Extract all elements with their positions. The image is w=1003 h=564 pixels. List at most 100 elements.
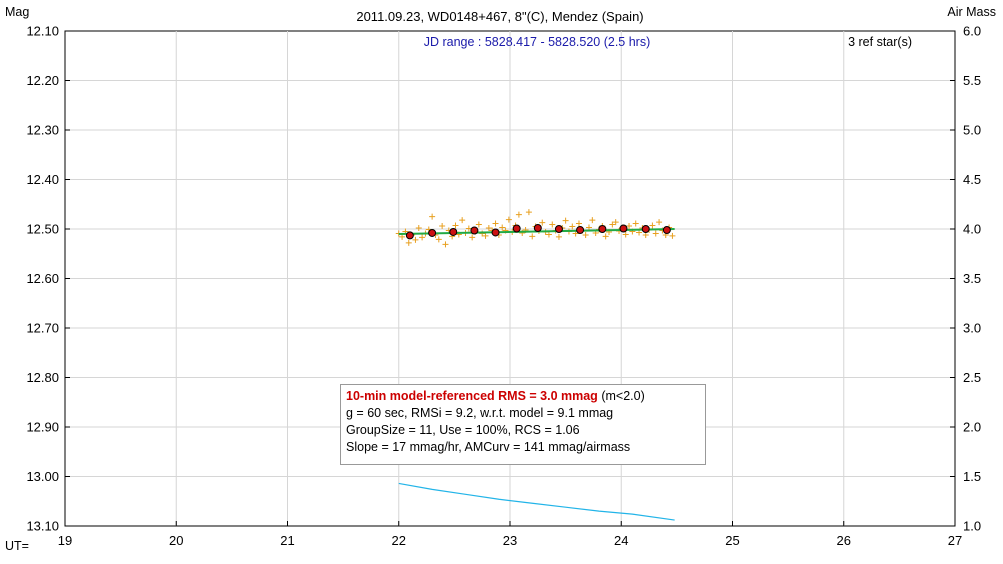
data-point-individual (459, 217, 466, 224)
y-tick-label-left: 12.80 (26, 370, 59, 385)
data-point-group-average (449, 227, 458, 236)
y-tick-label-right: 4.0 (963, 222, 981, 237)
data-point-group-average (491, 228, 500, 237)
ref-star-annotation: 3 ref star(s) (848, 35, 912, 49)
rms-line: 10-min model-referenced RMS = 3.0 mmag (… (346, 388, 700, 405)
data-point-individual (562, 217, 569, 224)
y-tick-label-right: 5.5 (963, 73, 981, 88)
data-point-group-average (619, 224, 628, 233)
data-point-individual (545, 231, 552, 238)
x-tick-label: 20 (169, 533, 183, 548)
x-tick-label: 24 (614, 533, 628, 548)
y-tick-label-right: 3.5 (963, 271, 981, 286)
rms-value: 10-min model-referenced RMS = 3.0 mmag (346, 389, 598, 403)
data-point-individual (609, 221, 616, 228)
data-point-group-average (641, 225, 650, 233)
data-point-individual (602, 233, 609, 240)
exposure-stats-line: g = 60 sec, RMSi = 9.2, w.r.t. model = 9… (346, 406, 614, 420)
data-point-individual (419, 234, 426, 241)
y-tick-label-right: 6.0 (963, 24, 981, 39)
data-point-individual (505, 216, 512, 223)
x-tick-label: 23 (503, 533, 517, 548)
data-point-individual (582, 231, 589, 238)
y-axis-label-right: Air Mass (947, 5, 996, 19)
x-axis-label: UT= (5, 539, 29, 553)
data-point-individual (442, 241, 449, 248)
data-point-individual (412, 236, 419, 243)
y-tick-label-left: 13.10 (26, 519, 59, 534)
data-point-group-average (662, 225, 671, 234)
data-point-individual (475, 221, 482, 228)
data-point-individual (555, 233, 562, 240)
data-point-individual (405, 239, 412, 246)
y-tick-label-right: 2.5 (963, 370, 981, 385)
data-point-individual (492, 220, 499, 227)
data-point-individual (539, 219, 546, 226)
data-point-individual (626, 223, 633, 230)
data-point-individual (452, 222, 459, 229)
x-tick-label: 22 (392, 533, 406, 548)
x-tick-label: 25 (725, 533, 739, 548)
y-tick-label-left: 12.10 (26, 24, 59, 39)
y-tick-label-right: 3.0 (963, 321, 981, 336)
data-point-individual (435, 236, 442, 243)
data-point-individual (399, 233, 406, 240)
y-tick-label-left: 13.00 (26, 469, 59, 484)
y-tick-label-right: 1.0 (963, 519, 981, 534)
y-tick-label-left: 12.20 (26, 73, 59, 88)
data-point-individual (499, 224, 506, 231)
data-point-individual (656, 219, 663, 226)
x-tick-label: 19 (58, 533, 72, 548)
data-point-individual (575, 220, 582, 227)
data-point-individual (652, 230, 659, 237)
y-tick-label-left: 12.90 (26, 420, 59, 435)
data-point-individual (429, 213, 436, 220)
y-axis-label-left: Mag (5, 5, 29, 19)
data-point-individual (439, 223, 446, 230)
data-point-group-average (470, 226, 479, 235)
data-point-group-average (598, 225, 607, 233)
data-point-individual (585, 224, 592, 231)
data-point-individual (612, 219, 619, 226)
x-tick-label: 26 (837, 533, 851, 548)
data-point-group-average (512, 224, 521, 233)
data-point-individual (415, 225, 422, 232)
data-point-individual (529, 233, 536, 240)
group-stats-line: GroupSize = 11, Use = 100%, RCS = 1.06 (346, 423, 580, 437)
slope-stats-line: Slope = 17 mmag/hr, AMCurv = 141 mmag/ai… (346, 440, 631, 454)
y-tick-label-left: 12.50 (26, 222, 59, 237)
x-tick-label: 21 (280, 533, 294, 548)
y-tick-label-right: 2.0 (963, 420, 981, 435)
data-point-individual (632, 220, 639, 227)
air-mass-curve (398, 482, 675, 521)
data-point-group-average (533, 224, 542, 233)
data-point-individual (622, 231, 629, 238)
y-tick-label-right: 4.5 (963, 172, 981, 187)
data-point-individual (549, 221, 556, 228)
y-tick-label-left: 12.30 (26, 123, 59, 138)
data-point-individual (485, 225, 492, 232)
y-tick-label-left: 12.40 (26, 172, 59, 187)
data-point-group-average (576, 225, 585, 234)
data-point-individual (525, 209, 532, 216)
data-point-group-average (405, 231, 414, 240)
chart-title: 2011.09.23, WD0148+467, 8"(C), Mendez (S… (356, 9, 643, 24)
y-tick-label-left: 12.60 (26, 271, 59, 286)
y-tick-label-right: 1.5 (963, 469, 981, 484)
data-point-individual (465, 225, 472, 232)
rms-condition: (m<2.0) (601, 389, 645, 403)
data-point-individual (469, 234, 476, 241)
data-point-individual (515, 211, 522, 218)
y-tick-label-right: 5.0 (963, 123, 981, 138)
x-tick-label: 27 (948, 533, 962, 548)
statistics-box: 10-min model-referenced RMS = 3.0 mmag (… (340, 384, 706, 465)
data-point-individual (669, 232, 676, 239)
y-tick-label-left: 12.70 (26, 321, 59, 336)
data-point-group-average (428, 228, 437, 237)
data-point-individual (569, 223, 576, 230)
data-point-individual (482, 232, 489, 239)
chart-subtitle: JD range : 5828.417 - 5828.520 (2.5 hrs) (424, 35, 651, 49)
data-point-individual (589, 217, 596, 224)
data-point-group-average (554, 225, 563, 233)
